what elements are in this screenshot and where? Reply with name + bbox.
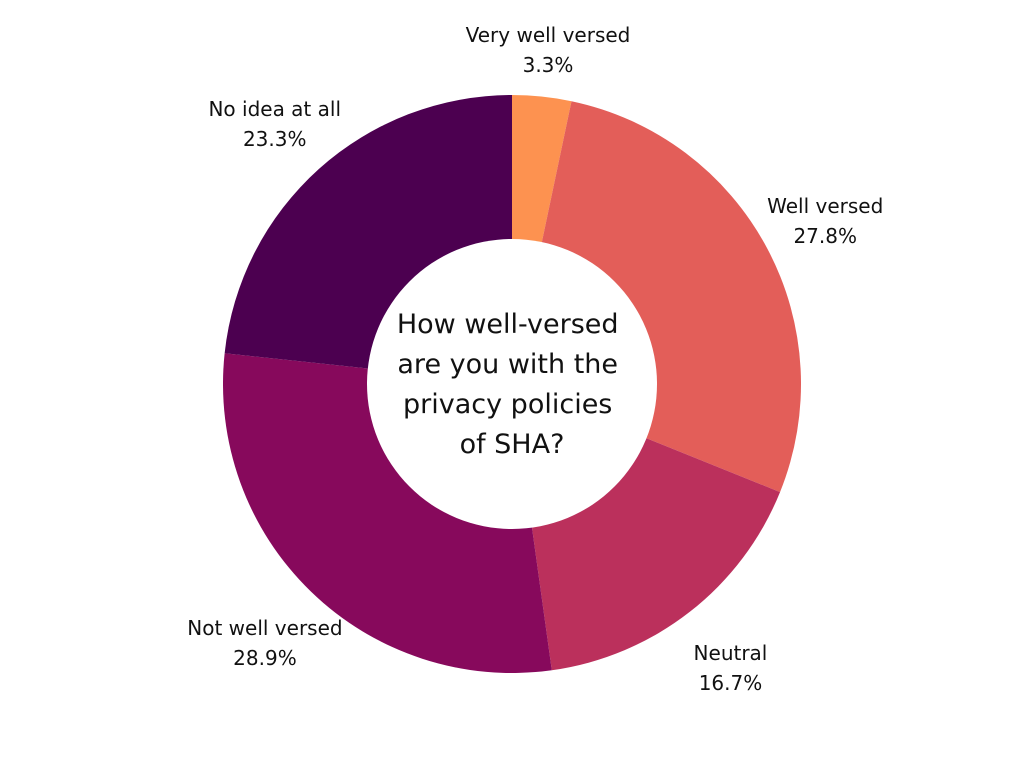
slice-label-not-well-versed: Not well versed 28.9% bbox=[187, 616, 342, 670]
slice-category: Neutral bbox=[694, 641, 768, 665]
slice-value-label: 23.3% bbox=[243, 127, 307, 151]
chart-title-line-2: are you with the bbox=[397, 349, 618, 380]
chart-title: How well-versed are you with the privacy… bbox=[397, 309, 627, 460]
slice-label-very-well-versed: Very well versed 3.3% bbox=[466, 23, 631, 77]
slice-category: Very well versed bbox=[466, 23, 631, 47]
chart-title-line-3: privacy policies bbox=[403, 389, 612, 420]
slice-category: No idea at all bbox=[208, 97, 341, 121]
slice-value-label: 28.9% bbox=[233, 646, 297, 670]
slice-value-label: 3.3% bbox=[523, 53, 574, 77]
chart-title-line-4: of SHA? bbox=[460, 429, 565, 460]
slice-category: Not well versed bbox=[187, 616, 342, 640]
slice-category: Well versed bbox=[767, 194, 883, 218]
slice-labels: Very well versed 3.3% Well versed 27.8% Neut… bbox=[187, 23, 883, 695]
chart-title-line-1: How well-versed bbox=[397, 309, 619, 340]
slice-value-label: 16.7% bbox=[699, 671, 763, 695]
donut-hole bbox=[367, 239, 657, 529]
slice-label-well-versed: Well versed 27.8% bbox=[767, 194, 883, 248]
slice-label-no-idea-at-all: No idea at all 23.3% bbox=[208, 97, 341, 151]
slice-value-label: 27.8% bbox=[793, 224, 857, 248]
slice-label-neutral: Neutral 16.7% bbox=[694, 641, 768, 695]
